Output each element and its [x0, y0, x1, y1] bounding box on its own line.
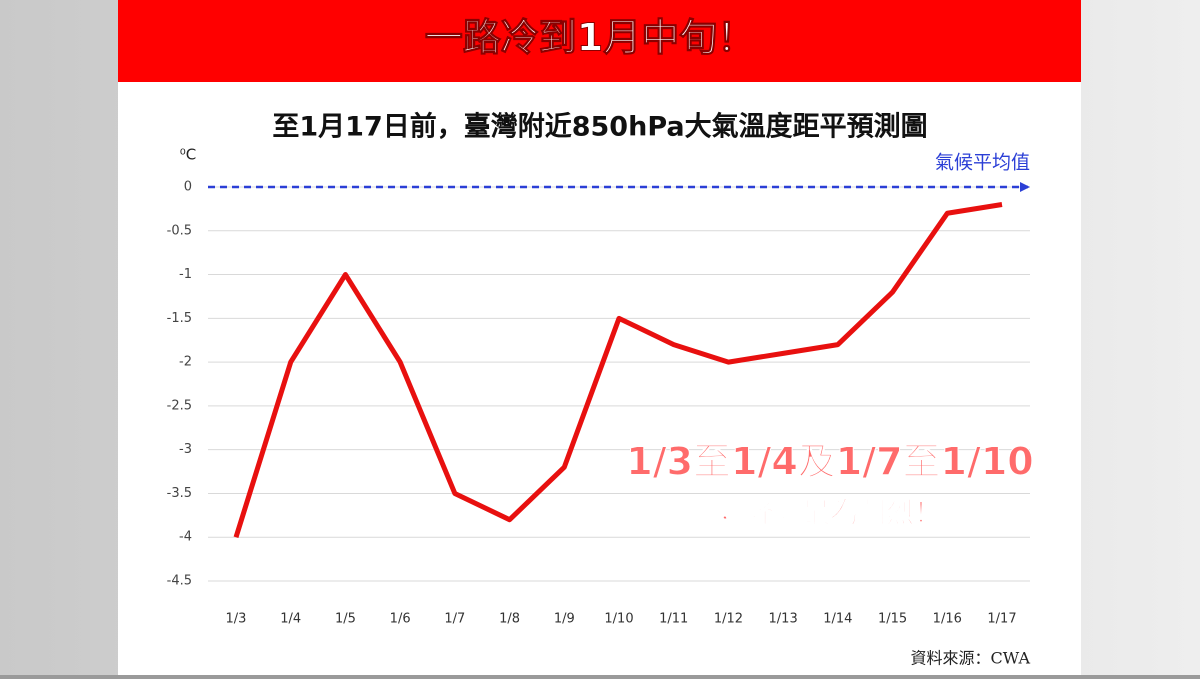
- x-tick-label: 1/15: [878, 612, 907, 627]
- banner-title: 一路冷到1月中旬！: [425, 16, 755, 60]
- x-tick-label: 1/12: [714, 612, 743, 627]
- x-tick-label: 1/11: [659, 612, 688, 627]
- y-axis-label: ⁰C: [180, 146, 197, 164]
- y-tick-label: -4.5: [167, 574, 192, 589]
- reference-label: 氣候平均值: [935, 152, 1030, 174]
- x-tick-label: 1/17: [987, 612, 1016, 627]
- x-tick-label: 1/3: [226, 612, 247, 627]
- chart-title: 至1月17日前，臺灣附近850hPa大氣溫度距平預測圖: [272, 111, 927, 143]
- y-tick-label: -2: [179, 355, 192, 370]
- x-tick-label: 1/16: [933, 612, 962, 627]
- x-tick-label: 1/10: [604, 612, 633, 627]
- y-tick-label: -1: [179, 267, 192, 282]
- x-tick-label: 1/4: [280, 612, 301, 627]
- x-tick-label: 1/9: [554, 612, 575, 627]
- panel: [118, 0, 1081, 675]
- y-tick-label: -1.5: [167, 311, 192, 326]
- annotation: ，降幅最為劇烈！: [718, 496, 942, 529]
- y-tick-label: -3: [179, 442, 192, 457]
- y-tick-label: -0.5: [167, 223, 192, 238]
- y-tick-label: -2.5: [167, 398, 192, 413]
- y-tick-label: -4: [179, 530, 192, 545]
- source: 資料來源：CWA: [911, 649, 1031, 668]
- annotation: 1/3至1/4及1/7至1/10: [626, 440, 1033, 484]
- x-tick-label: 1/7: [444, 612, 465, 627]
- reference-arrow: [1020, 182, 1030, 192]
- data-line: [233, 202, 1003, 538]
- y-tick-label: -3.5: [167, 486, 192, 501]
- banner: [118, 0, 1081, 82]
- y-tick-label: 0: [184, 180, 192, 195]
- x-tick-label: 1/13: [769, 612, 798, 627]
- x-tick-label: 1/6: [390, 612, 411, 627]
- x-tick-label: 1/14: [823, 612, 852, 627]
- x-tick-label: 1/8: [499, 612, 520, 627]
- x-tick-label: 1/5: [335, 612, 356, 627]
